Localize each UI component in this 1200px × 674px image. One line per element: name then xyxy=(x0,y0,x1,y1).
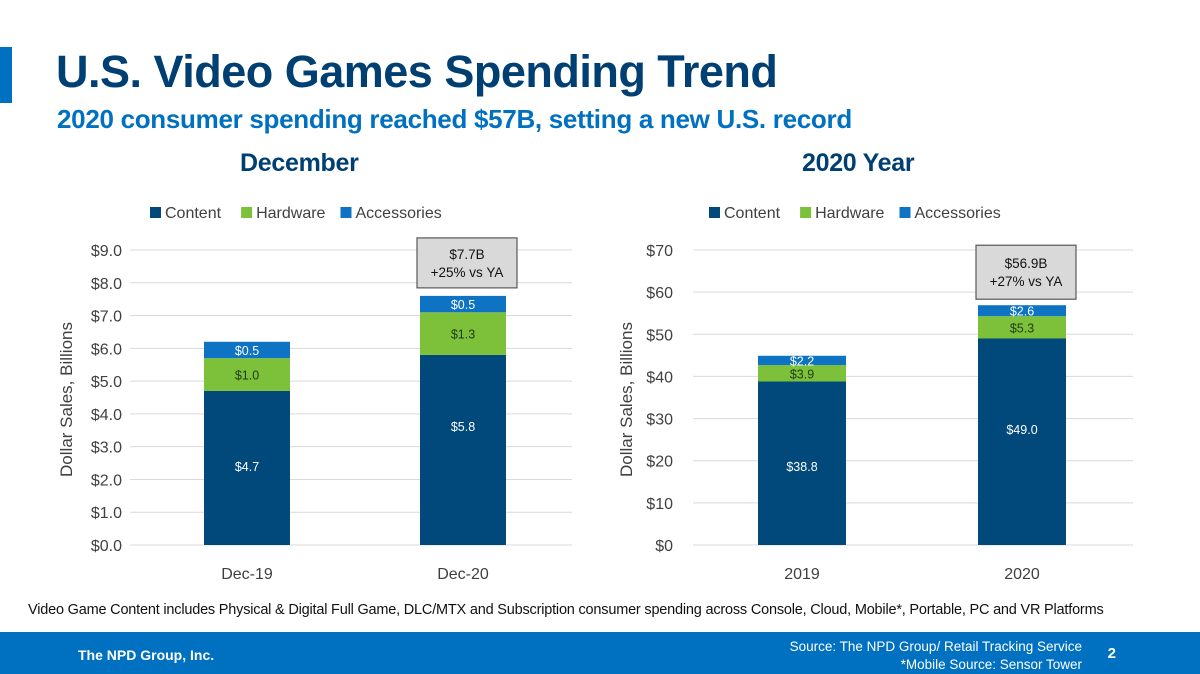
legend-swatch-accessories xyxy=(340,207,352,218)
x-tick-label: 2020 xyxy=(1004,566,1040,583)
y-tick-label: $1.0 xyxy=(91,505,122,522)
bar-hardware-dec-20 xyxy=(420,312,506,355)
footer-source-line1: Source: The NPD Group/ Retail Tracking S… xyxy=(789,639,1082,654)
legend-swatch-hardware xyxy=(800,207,812,218)
page-number: 2 xyxy=(1107,645,1116,662)
bar-accessories-dec-20 xyxy=(420,295,506,313)
y-tick-label: $8.0 xyxy=(91,276,122,293)
y-tick-label: $5.0 xyxy=(91,374,122,391)
data-label-content: $38.8 xyxy=(786,460,817,474)
data-label-hardware: $1.0 xyxy=(235,369,259,383)
bar-content-dec-19 xyxy=(204,390,290,545)
legend-swatch-content xyxy=(709,207,720,218)
y-tick-label: $0.0 xyxy=(91,538,122,555)
data-label-accessories: $0.5 xyxy=(451,298,475,312)
data-label-accessories: $2.6 xyxy=(1010,305,1034,319)
y-tick-label: $50 xyxy=(646,327,673,344)
y-tick-label: $70 xyxy=(646,243,673,260)
chart-title-december: December xyxy=(240,149,359,177)
bar-content-2020 xyxy=(978,338,1066,545)
bar-hardware-2020 xyxy=(978,316,1066,339)
callout-growth: +25% vs YA xyxy=(431,265,504,280)
data-label-accessories: $0.5 xyxy=(235,344,259,358)
bar-accessories-2019 xyxy=(758,355,846,366)
y-axis-title: Dollar Sales, Billions xyxy=(617,322,636,477)
y-tick-label: $40 xyxy=(646,369,673,386)
legend-swatch-accessories xyxy=(899,207,911,218)
bar-accessories-dec-19 xyxy=(204,341,290,359)
data-label-hardware: $3.9 xyxy=(790,367,814,381)
y-tick-label: $6.0 xyxy=(91,341,122,358)
legend-label-content: Content xyxy=(165,205,222,222)
data-label-hardware: $1.3 xyxy=(451,328,475,342)
bar-hardware-2019 xyxy=(758,365,846,382)
bar-accessories-2020 xyxy=(978,305,1066,317)
data-label-content: $49.0 xyxy=(1006,423,1037,437)
legend-label-hardware: Hardware xyxy=(815,205,884,222)
y-tick-label: $9.0 xyxy=(91,243,122,260)
callout-box xyxy=(975,244,1077,300)
y-tick-label: $60 xyxy=(646,285,673,302)
y-tick-label: $2.0 xyxy=(91,472,122,489)
footer-source: Source: The NPD Group/ Retail Tracking S… xyxy=(790,638,1082,674)
bar-content-2019 xyxy=(758,381,846,545)
legend-label-content: Content xyxy=(724,205,781,222)
x-tick-label: Dec-19 xyxy=(221,566,273,583)
footer-bar: The NPD Group, Inc. Source: The NPD Grou… xyxy=(0,632,1200,674)
x-tick-label: 2019 xyxy=(784,566,820,583)
legend-label-accessories: Accessories xyxy=(915,205,1001,222)
footnote: Video Game Content includes Physical & D… xyxy=(28,602,1104,618)
legend-swatch-content xyxy=(150,207,161,218)
callout-growth: +27% vs YA xyxy=(990,274,1063,289)
data-label-accessories: $2.2 xyxy=(790,354,814,368)
legend-label-accessories: Accessories xyxy=(356,205,442,222)
bar-content-dec-20 xyxy=(420,354,506,545)
y-tick-label: $20 xyxy=(646,454,673,471)
charts-canvas: $0.0 $1.0 $2.0 $3.0 $4.0 $5.0 $6.0 $7.0 $8.0 $9.0… xyxy=(57,205,1133,583)
legend-label-hardware: Hardware xyxy=(256,205,325,222)
x-tick-label: Dec-20 xyxy=(437,566,489,583)
footer-org: The NPD Group, Inc. xyxy=(78,647,215,663)
page-title: U.S. Video Games Spending Trend xyxy=(56,46,778,97)
y-tick-label: $4.0 xyxy=(91,407,122,424)
footer-source-line2: *Mobile Source: Sensor Tower xyxy=(900,657,1082,672)
y-tick-label: $30 xyxy=(646,412,673,429)
data-label-content: $5.8 xyxy=(451,420,475,434)
title-accent-bar xyxy=(0,47,12,103)
y-tick-label: $7.0 xyxy=(91,309,122,326)
bar-hardware-dec-19 xyxy=(204,358,290,391)
callout-box xyxy=(416,237,518,289)
callout-total: $7.7B xyxy=(449,247,484,262)
y-axis-title: Dollar Sales, Billions xyxy=(57,322,76,477)
chart-title-2020-year: 2020 Year xyxy=(802,149,915,177)
legend-swatch-hardware xyxy=(241,207,253,218)
page-subtitle: 2020 consumer spending reached $57B, set… xyxy=(57,104,852,134)
y-tick-label: $10 xyxy=(646,496,673,513)
y-tick-label: $3.0 xyxy=(91,440,122,457)
y-tick-label: $0 xyxy=(655,538,673,555)
data-label-hardware: $5.3 xyxy=(1010,321,1034,335)
data-label-content: $4.7 xyxy=(235,460,259,474)
callout-total: $56.9B xyxy=(1005,256,1048,271)
